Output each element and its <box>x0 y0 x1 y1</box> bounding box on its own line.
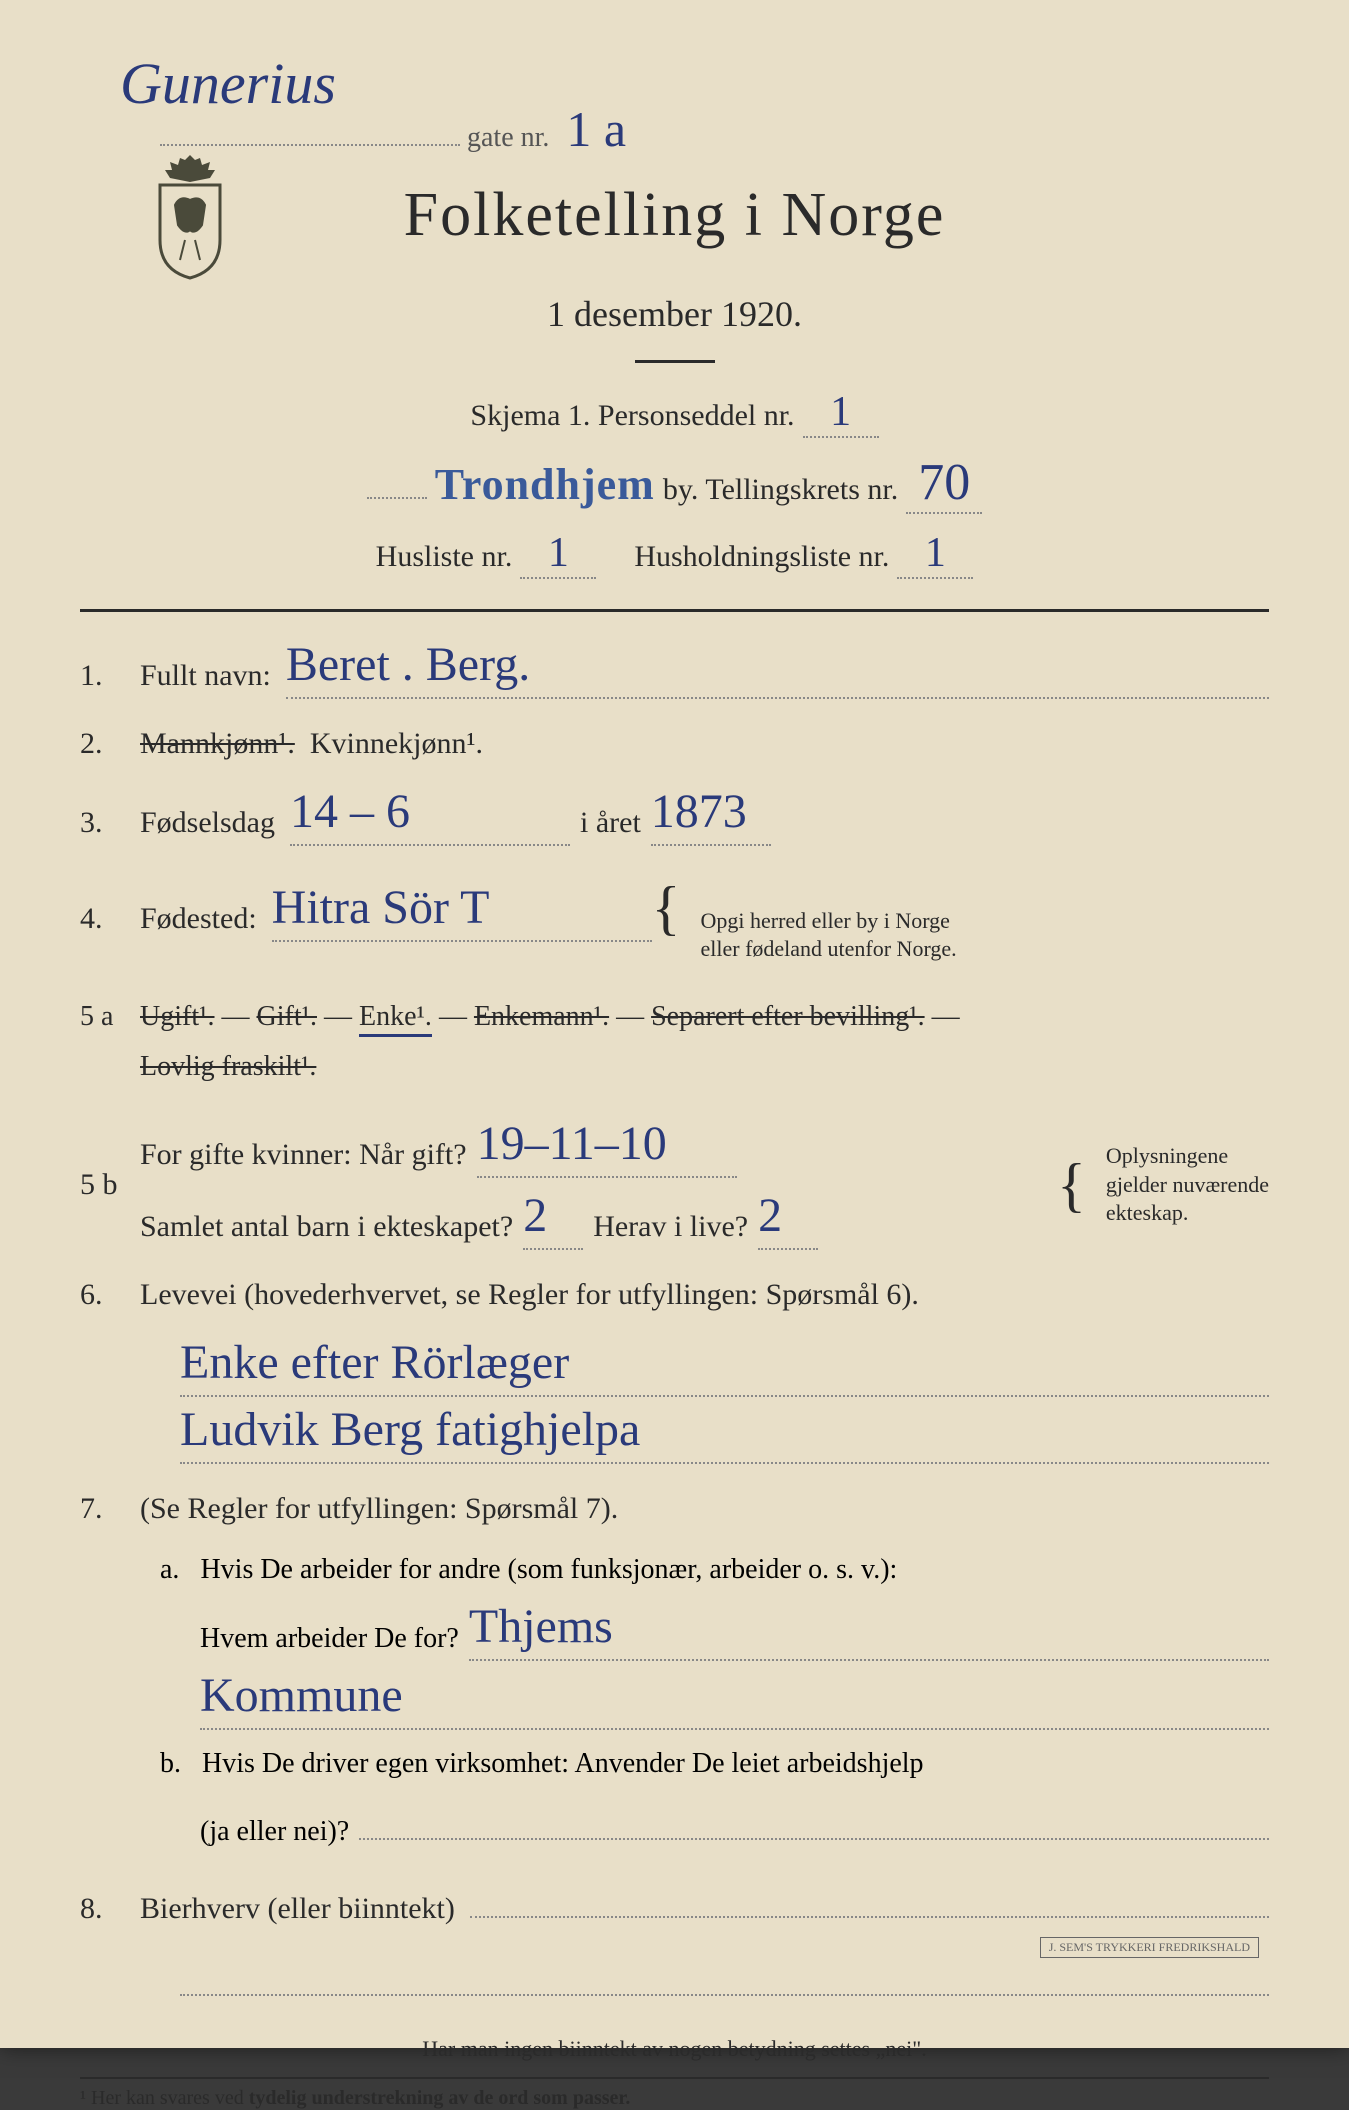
gate-number: 1 a <box>566 101 626 157</box>
question-7: 7. (Se Regler for utfyllingen: Spørsmål … <box>80 1492 1269 1526</box>
gate-label: gate nr. <box>467 122 549 153</box>
q7-label: (Se Regler for utfyllingen: Spørsmål 7). <box>140 1492 618 1526</box>
q6-label: Levevei (hovederhvervet, se Regler for u… <box>140 1278 919 1312</box>
q5b-label1: For gifte kvinner: Når gift? <box>140 1138 467 1172</box>
q5a-enkemann: Enkemann¹. <box>474 1001 609 1032</box>
q4-label: Fødested: <box>140 902 257 936</box>
question-8: 8. Bierhverv (eller biinntekt) <box>80 1876 1269 1926</box>
q2-mann: Mannkjønn¹. <box>140 727 295 761</box>
q5b-note: Oplysningene gjelder nuværende ekteskap. <box>1106 1142 1269 1228</box>
question-1: 1. Fullt navn: Beret . Berg. <box>80 642 1269 699</box>
q2-num: 2. <box>80 727 140 761</box>
q6-answer-line2: Ludvik Berg fatighjelpa <box>180 1407 1269 1464</box>
q3-year-label: i året <box>580 806 641 840</box>
question-7b: b. Hvis De driver egen virksomhet: Anven… <box>160 1748 1269 1848</box>
q5a-enke: Enke¹. <box>359 1001 432 1037</box>
q1-num: 1. <box>80 659 140 693</box>
q7a-label: a. <box>160 1554 179 1585</box>
question-3: 3. Fødselsdag 14 – 6 i året 1873 <box>80 789 1269 846</box>
q7a-value2: Kommune <box>200 1669 403 1722</box>
question-5a: 5 a Ugift¹. — Gift¹. — Enke¹. — Enkemann… <box>80 992 1269 1093</box>
q7a-text1: Hvis De arbeider for andre (som funksjon… <box>200 1554 897 1585</box>
q4-note-1: Opgi herred eller by i Norge <box>700 908 949 933</box>
question-6: 6. Levevei (hovederhvervet, se Regler fo… <box>80 1278 1269 1312</box>
brace-icon: { <box>652 874 681 943</box>
header-divider <box>80 609 1269 612</box>
question-5b: 5 b For gifte kvinner: Når gift? 19–11–1… <box>80 1121 1269 1250</box>
q4-note: Opgi herred eller by i Norge eller fødel… <box>700 907 956 964</box>
q8-label: Bierhverv (eller biinntekt) <box>140 1892 455 1926</box>
footnote-2-prefix: ¹ Her kan svares ved <box>80 2087 249 2109</box>
by-label: by. Tellingskrets nr. <box>663 473 898 507</box>
husholdning-nr: 1 <box>897 529 973 579</box>
question-2: 2. Mannkjønn¹. Kvinnekjønn¹. <box>80 727 1269 761</box>
skjema-label: Skjema 1. Personseddel nr. <box>470 399 794 433</box>
q1-label: Fullt navn: <box>140 659 271 693</box>
q7b-text2: (ja eller nei)? <box>200 1816 349 1848</box>
q3-year: 1873 <box>651 785 747 838</box>
question-7a: a. Hvis De arbeider for andre (som funks… <box>160 1554 1269 1730</box>
q5b-value1: 19–11–10 <box>477 1117 667 1170</box>
q8-answer-line2 <box>180 1954 1269 1996</box>
q5a-gift: Gift¹. <box>257 1001 318 1032</box>
q6-num: 6. <box>80 1278 140 1312</box>
bottom-rule <box>80 2077 1269 2079</box>
brace-icon: { <box>1057 1151 1086 1220</box>
q2-kvinne: Kvinnekjønn¹. <box>310 727 483 761</box>
q3-label: Fødselsdag <box>140 806 275 840</box>
husliste-label: Husliste nr. <box>376 540 513 574</box>
q5a-separert: Separert efter bevilling¹. <box>651 1001 925 1032</box>
q5b-note1: Oplysningene <box>1106 1143 1228 1168</box>
q5b-value2: 2 <box>523 1189 547 1242</box>
q5b-note2: gjelder nuværende <box>1106 1172 1269 1197</box>
q7b-label: b. <box>160 1748 181 1779</box>
q5b-label2: Samlet antal barn i ekteskapet? <box>140 1210 513 1244</box>
footnote-1: Har man ingen biinntekt av nogen betydni… <box>80 2036 1269 2062</box>
coat-of-arms-icon <box>140 150 240 280</box>
footnote-2-bold: tydelig understrekning av de ord som pas… <box>249 2087 631 2109</box>
page-subtitle: 1 desember 1920. <box>80 293 1269 335</box>
q5a-num: 5 a <box>80 992 140 1042</box>
census-form-page: Gunerius gate nr. 1 a Folketelling i Nor… <box>0 0 1349 2048</box>
city-stamp: Trondhjem <box>435 459 655 510</box>
title-divider <box>635 360 715 363</box>
q1-value: Beret . Berg. <box>286 638 530 691</box>
q6-value1: Enke efter Rörlæger <box>180 1336 569 1389</box>
printer-mark: J. SEM'S TRYKKERI FREDRIKSHALD <box>1040 1937 1259 1958</box>
q8-num: 8. <box>80 1892 140 1926</box>
q4-note-2: eller fødeland utenfor Norge. <box>700 936 956 961</box>
q5b-value3: 2 <box>758 1189 782 1242</box>
footnote-2: ¹ Her kan svares ved tydelig understrekn… <box>80 2087 1269 2110</box>
q6-value2: Ludvik Berg fatighjelpa <box>180 1403 640 1456</box>
husholdning-label: Husholdningsliste nr. <box>634 540 889 574</box>
q3-daymonth: 14 – 6 <box>290 785 410 838</box>
q7-num: 7. <box>80 1492 140 1526</box>
q7a-text2: Hvem arbeider De for? <box>200 1623 459 1655</box>
q5a-fraskilt: Lovlig fraskilt¹. <box>140 1051 316 1082</box>
q6-answer-line1: Enke efter Rörlæger <box>180 1340 1269 1397</box>
q7b-text1: Hvis De driver egen virksomhet: Anvender… <box>202 1748 924 1779</box>
q3-num: 3. <box>80 806 140 840</box>
q5b-label3: Herav i live? <box>593 1210 748 1244</box>
husliste-nr: 1 <box>520 529 596 579</box>
q5b-num: 5 b <box>80 1168 140 1202</box>
q7a-value1: Thjems <box>469 1600 613 1653</box>
form-header: Skjema 1. Personseddel nr. 1 Trondhjem b… <box>80 388 1269 579</box>
q4-num: 4. <box>80 902 140 936</box>
q5b-note3: ekteskap. <box>1106 1200 1188 1225</box>
question-4: 4. Fødested: Hitra Sör T { Opgi herred e… <box>80 874 1269 964</box>
q5a-ugift: Ugift¹. <box>140 1001 215 1032</box>
q4-value: Hitra Sör T <box>272 881 490 934</box>
page-title: Folketelling i Norge <box>80 180 1269 251</box>
personseddel-nr: 1 <box>803 388 879 438</box>
tellingskrets-nr: 70 <box>906 453 982 514</box>
